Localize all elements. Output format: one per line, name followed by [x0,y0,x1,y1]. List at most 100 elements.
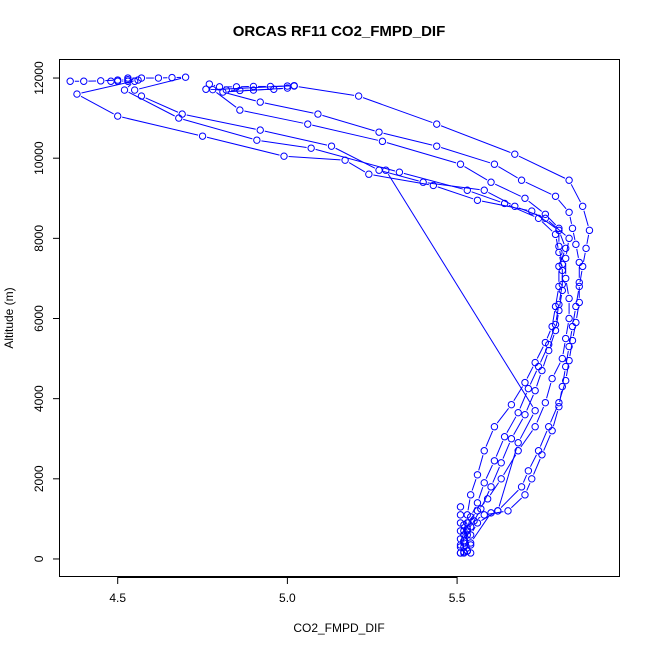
series-segment [478,487,484,499]
series-segment [183,118,253,140]
series-segment [472,506,476,513]
series-segment [469,524,472,528]
data-point [521,378,529,387]
data-point [507,435,516,443]
data-point [249,86,258,94]
series-segment [526,366,534,379]
data-point [534,362,543,371]
series-segment [482,490,490,505]
data-point [521,194,529,202]
series-segment [562,371,566,383]
series-segment [552,410,559,427]
data-point [538,366,546,375]
data-point [514,447,522,455]
series-segment [536,346,544,359]
series-segment [489,482,500,496]
series-segment [533,458,541,475]
data-point [460,521,468,529]
data-point [97,77,105,85]
series-4 [205,80,567,555]
data-point [433,120,441,128]
series-segment [383,170,419,182]
series-segment [508,204,535,217]
data-point [531,406,539,415]
series-segment [540,348,548,363]
series-segment [552,310,556,323]
series-segment [548,217,557,226]
data-point [480,479,488,487]
series-segment [498,166,518,179]
series-segment [440,147,491,164]
data-point [470,517,478,525]
data-point [531,386,539,395]
data-point [270,85,278,93]
series-segment [562,342,566,355]
data-point [477,505,485,513]
data-point [168,73,176,82]
data-point [113,77,122,85]
data-point [314,110,322,118]
data-point [283,84,292,92]
data-point [555,306,563,315]
x-tick-label: 5.0 [279,591,296,605]
series-segment [558,199,567,210]
series-segment [560,234,565,245]
data-point [551,192,560,200]
data-point [66,77,74,85]
data-point [561,362,570,371]
series-segment [559,294,563,307]
data-point [253,136,261,144]
data-point [558,286,567,295]
series-segment [261,140,307,148]
series-segment [322,114,375,132]
series-segment [348,162,366,173]
series-segment [546,330,551,339]
data-point [514,408,522,417]
series-segment [565,365,569,377]
series-segment [572,232,576,240]
data-point [487,483,495,491]
data-point [555,398,563,407]
series-segment [335,147,376,169]
data-point [575,282,583,291]
series-segment [492,466,500,483]
series-segment [471,191,501,203]
series-segment [437,186,474,200]
data-point [178,110,186,118]
data-point [497,475,505,483]
series-segment [536,374,541,387]
data-point [578,202,587,210]
data-point [582,244,590,253]
data-point [304,120,312,128]
series-segment [127,83,132,88]
series-segment [145,97,179,113]
data-point [561,254,570,263]
series-segment [362,97,433,124]
series-layer [66,73,594,557]
series-segment [565,322,569,335]
series-segment [549,328,555,341]
data-point [575,258,583,267]
y-tick-label: 8000 [32,225,46,252]
series-segment [383,132,433,146]
data-point [565,356,573,365]
data-point [280,152,288,160]
data-point [531,423,539,431]
data-point [124,74,132,82]
series-segment [403,172,463,190]
data-point [80,77,88,85]
series-segment [576,248,579,258]
series-segment [520,430,533,448]
series-segment [485,464,493,479]
x-tick-label: 4.5 [109,591,126,605]
data-point [466,491,475,499]
series-segment [555,308,559,321]
series-segment [550,406,558,423]
series-segment [526,482,531,491]
data-point [466,549,475,557]
data-point [198,132,207,140]
series-segment [529,370,538,385]
data-point [528,207,536,215]
data-point [202,85,210,93]
